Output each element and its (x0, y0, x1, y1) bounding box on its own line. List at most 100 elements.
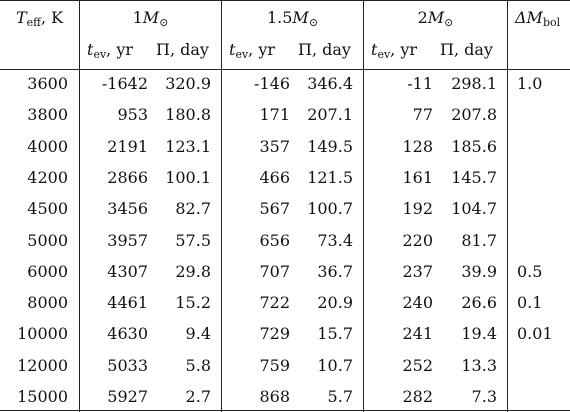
tev-cell: 128 (402, 137, 433, 156)
dm-cell: 0.5 (517, 262, 543, 281)
tev-cell: 722 (259, 293, 290, 312)
header-rule (0, 69, 570, 70)
dm-cell: 0.1 (517, 293, 543, 312)
tev-cell: 3957 (107, 231, 148, 250)
period-cell: 320.9 (165, 74, 211, 93)
period-cell: 82.7 (175, 199, 211, 218)
pi-header-3: Π, day (440, 40, 493, 59)
top-rule (0, 0, 570, 1)
period-cell: 20.9 (317, 293, 353, 312)
period-cell: 5.7 (327, 387, 353, 406)
tev-cell: 707 (259, 262, 290, 281)
tev-cell: 2191 (107, 137, 148, 156)
period-cell: 185.6 (451, 137, 497, 156)
period-cell: 104.7 (451, 199, 497, 218)
period-cell: 5.8 (185, 356, 211, 375)
tev-cell: 729 (259, 324, 290, 343)
teff-cell: 12000 (17, 356, 68, 375)
tev-cell: 466 (259, 168, 290, 187)
period-cell: 10.7 (317, 356, 353, 375)
period-cell: 207.1 (307, 105, 353, 124)
period-cell: 346.4 (307, 74, 353, 93)
tev-cell: 5033 (107, 356, 148, 375)
period-cell: 15.7 (317, 324, 353, 343)
tev-cell: 241 (402, 324, 433, 343)
period-cell: 2.7 (185, 387, 211, 406)
period-cell: 207.8 (451, 105, 497, 124)
period-cell: 149.5 (307, 137, 353, 156)
tev-cell: 868 (259, 387, 290, 406)
teff-cell: 4000 (27, 137, 68, 156)
tev-cell: 4461 (107, 293, 148, 312)
period-cell: 180.8 (165, 105, 211, 124)
bottom-rule (0, 410, 570, 411)
period-cell: 100.1 (165, 168, 211, 187)
period-cell: 13.3 (461, 356, 497, 375)
teff-cell: 6000 (27, 262, 68, 281)
col-divider-1 (79, 0, 80, 412)
period-cell: 26.6 (461, 293, 497, 312)
group-header-1: 1M⊙ (132, 8, 169, 29)
tev-cell: -146 (254, 74, 290, 93)
tev-cell: 953 (117, 105, 148, 124)
col-divider-4 (507, 0, 508, 412)
pi-header-2: Π, day (298, 40, 351, 59)
tev-cell: 5927 (107, 387, 148, 406)
teff-cell: 15000 (17, 387, 68, 406)
tev-cell: 161 (402, 168, 433, 187)
tev-cell: 192 (402, 199, 433, 218)
period-cell: 9.4 (185, 324, 211, 343)
col-divider-2 (221, 0, 222, 412)
tev-cell: 2866 (107, 168, 148, 187)
period-cell: 29.8 (175, 262, 211, 281)
tev-cell: 656 (259, 231, 290, 250)
tev-cell: 252 (402, 356, 433, 375)
period-cell: 57.5 (175, 231, 211, 250)
tev-cell: 357 (259, 137, 290, 156)
tev-cell: -11 (407, 74, 433, 93)
tev-cell: 220 (402, 231, 433, 250)
period-cell: 298.1 (451, 74, 497, 93)
period-cell: 73.4 (317, 231, 353, 250)
group-header-3: 2M⊙ (417, 8, 454, 29)
tev-header-1: tev, yr (87, 40, 134, 61)
tev-cell: 567 (259, 199, 290, 218)
tev-cell: 3456 (107, 199, 148, 218)
teff-cell: 8000 (27, 293, 68, 312)
dm-cell: 1.0 (517, 74, 543, 93)
period-cell: 121.5 (307, 168, 353, 187)
period-cell: 100.7 (307, 199, 353, 218)
dm-header: ΔMbol (515, 8, 561, 29)
teff-cell: 5000 (27, 231, 68, 250)
period-cell: 7.3 (471, 387, 497, 406)
teff-cell: 4200 (27, 168, 68, 187)
teff-cell: 4500 (27, 199, 68, 218)
pi-header-1: Π, day (156, 40, 209, 59)
dm-cell: 0.01 (517, 324, 553, 343)
period-cell: 145.7 (451, 168, 497, 187)
tev-cell: 4307 (107, 262, 148, 281)
period-cell: 19.4 (461, 324, 497, 343)
period-cell: 15.2 (175, 293, 211, 312)
tev-cell: 171 (259, 105, 290, 124)
tev-cell: 240 (402, 293, 433, 312)
teff-cell: 3600 (27, 74, 68, 93)
period-cell: 36.7 (317, 262, 353, 281)
tev-cell: 4630 (107, 324, 148, 343)
teff-cell: 3800 (27, 105, 68, 124)
tev-header-2: tev, yr (229, 40, 276, 61)
tev-cell: 77 (412, 105, 433, 124)
tev-cell: 282 (402, 387, 433, 406)
tev-cell: 759 (259, 356, 290, 375)
col-divider-3 (363, 0, 364, 412)
tev-cell: 237 (402, 262, 433, 281)
period-cell: 39.9 (461, 262, 497, 281)
group-header-2: 1.5M⊙ (266, 8, 319, 29)
period-cell: 81.7 (461, 231, 497, 250)
tev-cell: -1642 (101, 74, 148, 93)
tev-header-3: tev, yr (371, 40, 418, 61)
teff-cell: 10000 (17, 324, 68, 343)
teff-header: Teff, K (15, 8, 64, 29)
period-cell: 123.1 (165, 137, 211, 156)
